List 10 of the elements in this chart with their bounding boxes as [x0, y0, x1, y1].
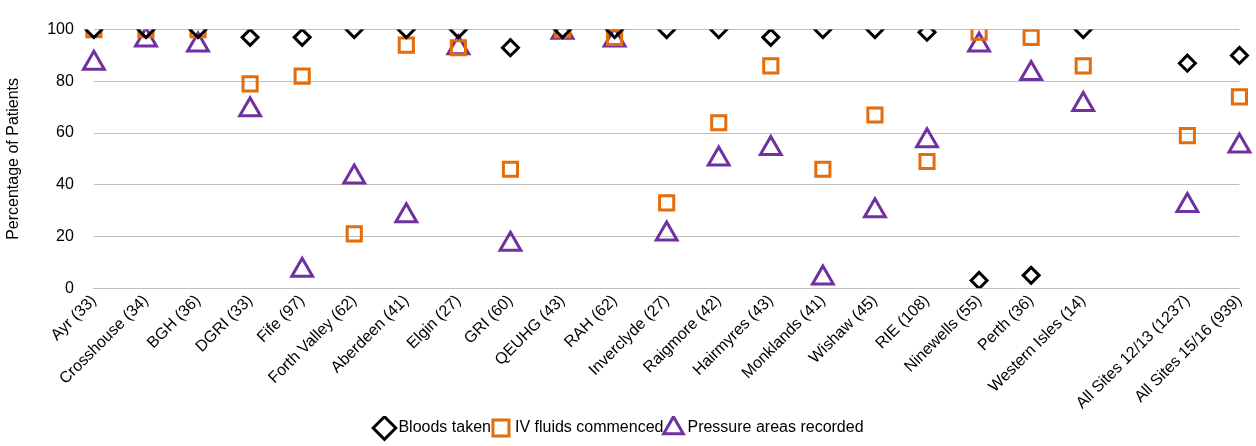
legend-label: Bloods taken [398, 418, 491, 436]
y-tick-label: 80 [56, 71, 74, 89]
y-tick-label: 40 [56, 175, 74, 193]
y-tick-label: 0 [64, 278, 74, 296]
legend-label: Pressure areas recorded [687, 418, 864, 436]
y-axis-title: Percentage of Patients [4, 77, 22, 240]
legend-label: IV fluids commenced [514, 418, 664, 436]
y-tick-label: 20 [56, 226, 74, 244]
y-tick-label: 60 [56, 123, 74, 141]
y-tick-label: 100 [47, 20, 74, 38]
